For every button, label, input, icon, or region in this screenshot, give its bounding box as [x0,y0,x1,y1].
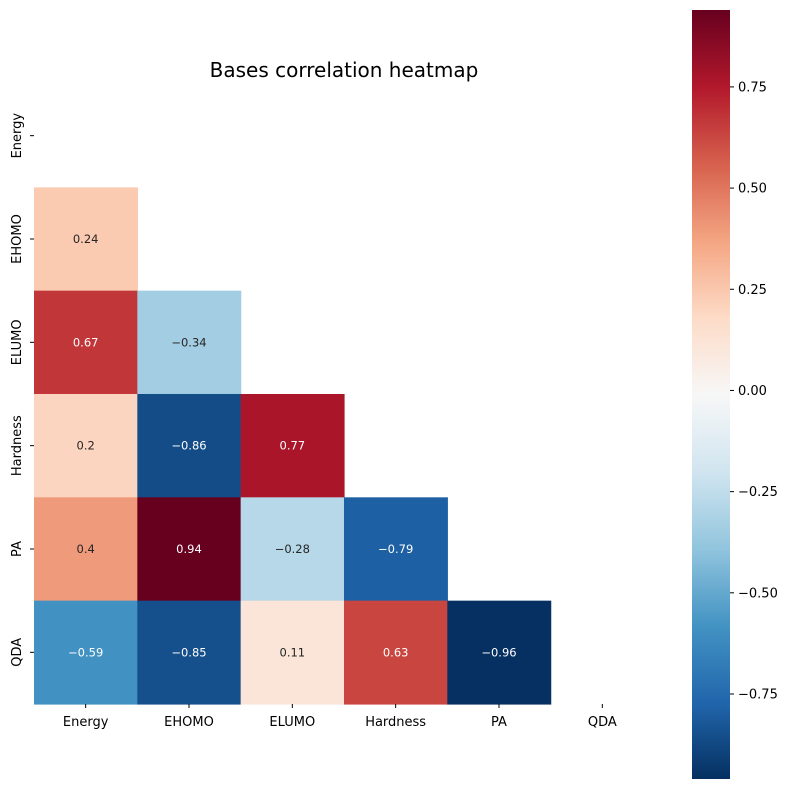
cell-value-label: 0.94 [176,542,202,556]
heatmap-cell [34,497,138,602]
heatmap-cell [34,600,138,705]
heatmap-cell [137,600,242,705]
heatmap-cell [34,393,138,498]
x-axis: Energy EHOMO ELUMO Hardness PA QDA [63,703,617,730]
x-tick-label: QDA [588,715,617,730]
cell-value-label: −0.34 [171,335,206,349]
y-tick-label: Energy [10,113,25,159]
heatmap-cells: 0.24 0.67 −0.34 0.2 −0.86 0.77 0.4 0.94 −0.28 −0.… [34,187,552,705]
cell-value-label: 0.4 [77,542,95,556]
colorbar-tick-label: 0.50 [738,182,767,197]
cell-value-label: −0.59 [68,645,103,659]
colorbar-tick-label: 0.00 [738,384,767,399]
heatmap-cell [137,497,242,602]
colorbar-tick-label: −0.75 [738,688,778,703]
cell-value-label: −0.28 [275,542,310,556]
heatmap-cell [137,290,242,395]
x-tick-label: ELUMO [269,715,315,730]
colorbar-tick-label: −0.50 [738,586,778,601]
y-tick-label: EHOMO [10,214,25,264]
cell-value-label: 0.67 [73,335,99,349]
chart-title: Bases correlation heatmap [210,58,479,82]
heatmap-cell [34,187,138,292]
cell-value-label: −0.79 [378,542,413,556]
cell-value-label: −0.85 [171,645,206,659]
cell-value-label: −0.86 [171,439,206,453]
heatmap-cell [343,497,448,602]
heatmap-cell [240,393,345,498]
heatmap-cell [34,290,138,395]
colorbar-tick-label: −0.25 [738,485,778,500]
heatmap-cell [343,600,448,705]
y-tick-label: PA [10,541,25,557]
cell-value-label: 0.2 [77,439,95,453]
heatmap-cell [240,600,345,705]
colorbar-gradient [692,10,730,779]
cell-value-label: 0.24 [73,232,99,246]
y-tick-label: ELUMO [10,319,25,365]
colorbar-tick-label: 0.25 [738,283,767,298]
colorbar-tick-label: 0.75 [738,80,767,95]
y-tick-label: QDA [10,638,25,667]
x-tick-label: Energy [63,715,109,730]
y-tick-label: Hardness [10,415,25,476]
x-tick-label: EHOMO [164,715,214,730]
heatmap-cell [447,600,552,705]
cell-value-label: 0.11 [280,645,306,659]
colorbar-ticks: 0.75 0.50 0.25 0.00 −0.25 −0.50 −0.75 [730,80,778,703]
y-axis: Energy EHOMO ELUMO Hardness PA QDA [10,113,34,667]
cell-value-label: 0.63 [383,645,409,659]
cell-value-label: −0.96 [481,645,516,659]
cell-value-label: 0.77 [280,439,306,453]
heatmap-cell [137,393,242,498]
colorbar: 0.75 0.50 0.25 0.00 −0.25 −0.50 −0.75 [692,10,778,779]
x-tick-label: Hardness [365,715,426,730]
heatmap-cell [240,497,345,602]
x-tick-label: PA [491,715,507,730]
